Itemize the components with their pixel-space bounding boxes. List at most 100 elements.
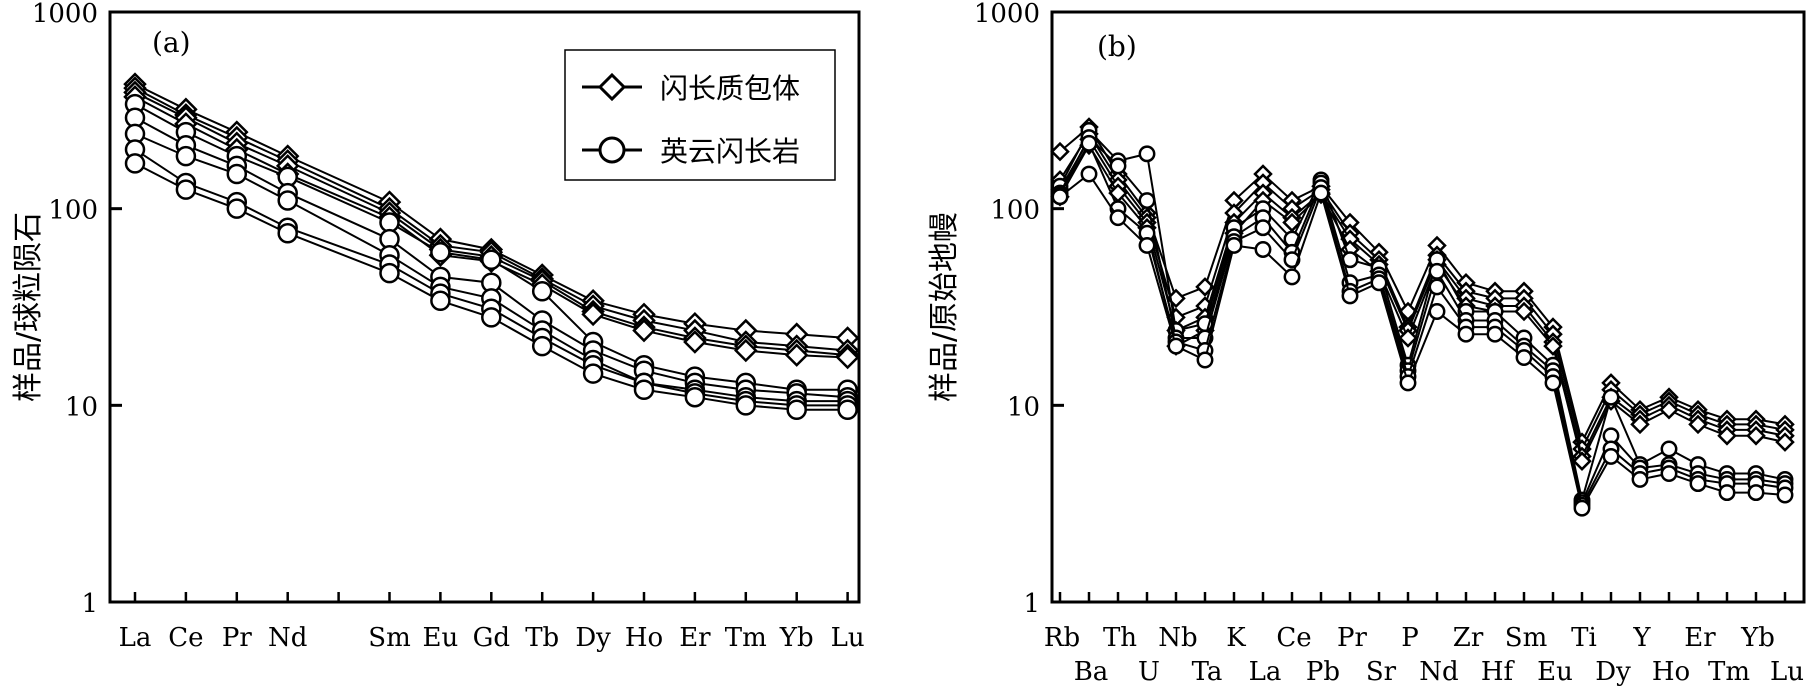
x-tick-label-top: Rb [1044, 623, 1080, 653]
data-point-circle [379, 212, 400, 233]
data-point-circle [379, 262, 400, 284]
x-tick-label-bottom: La [1249, 657, 1282, 687]
x-tick-label-bottom: Sr [1366, 657, 1397, 687]
data-point-circle [124, 153, 146, 174]
data-point-circle [531, 335, 553, 357]
data-point-circle [1312, 184, 1330, 202]
data-point-diamond [1514, 301, 1534, 322]
data-point-circle [1573, 499, 1591, 517]
data-point-diamond [632, 318, 656, 343]
data-point-diamond [683, 330, 707, 354]
data-point-circle [1718, 484, 1736, 502]
x-tick-label-bottom: Dy [1595, 657, 1631, 687]
data-point-circle [277, 222, 298, 244]
data-point-circle [633, 379, 655, 401]
data-point-circle [1196, 351, 1214, 369]
legend-label-tonalite: 英云闪长岩 [660, 135, 800, 168]
x-tick-label: Lu [831, 623, 865, 653]
x-tick-label-bottom: Hf [1481, 657, 1516, 687]
data-point-diamond [835, 345, 860, 370]
data-point-circle [1747, 484, 1765, 502]
x-tick-label-bottom: Tm [1708, 657, 1750, 687]
y-tick-label: 1 [81, 589, 98, 619]
x-tick-label: Gd [473, 623, 510, 653]
legend: 闪长质包体 英云闪长岩 [564, 49, 836, 181]
x-tick-label-top: Nb [1158, 623, 1197, 653]
data-point-circle [1689, 475, 1707, 493]
x-tick-label-top: Er [1684, 623, 1716, 653]
x-tick-label-top: Zr [1453, 623, 1484, 653]
data-point-circle [1109, 209, 1127, 227]
data-point-circle [837, 399, 858, 420]
data-point-circle [1370, 274, 1388, 292]
data-point-diamond [1688, 414, 1708, 435]
data-point-circle [1776, 486, 1794, 504]
x-tick-label: Ce [168, 623, 203, 653]
x-tick-label: Nd [268, 623, 307, 653]
data-point-circle [226, 198, 248, 219]
data-point-circle [1428, 303, 1446, 320]
data-point-diamond [1717, 426, 1737, 446]
x-tick-label-top: Y [1632, 623, 1651, 653]
x-tick-label-bottom: Ho [1652, 657, 1690, 687]
data-point-circle [1457, 325, 1475, 343]
y-tick-label: 1000 [974, 0, 1040, 29]
data-point-circle [277, 190, 298, 211]
data-point-circle [430, 290, 451, 312]
data-point-circle [1080, 165, 1098, 183]
data-point-circle [1428, 262, 1446, 280]
x-tick-label: Er [679, 623, 711, 653]
panel-b-label: (b) [1097, 30, 1137, 63]
x-tick-label-top: Pr [1337, 623, 1367, 653]
circle-marker-icon [598, 136, 626, 164]
x-tick-label: Pr [222, 623, 252, 653]
data-point-circle [1602, 388, 1620, 406]
data-point-diamond [1050, 141, 1070, 162]
data-point-circle [1660, 465, 1678, 482]
data-point-circle [684, 386, 706, 408]
x-tick-label-bottom: Ba [1074, 657, 1109, 687]
data-point-circle [1602, 447, 1620, 465]
panel-b-ylabel: 样品/原始地幔 [927, 212, 962, 402]
data-point-circle [786, 399, 807, 420]
data-point-circle [1515, 349, 1533, 366]
data-point-circle [1399, 374, 1417, 392]
y-tick-label: 100 [48, 196, 98, 226]
data-point-circle [1283, 268, 1301, 286]
data-point-circle [531, 281, 553, 302]
data-point-circle [1486, 325, 1504, 343]
x-tick-label-top: Th [1103, 623, 1137, 653]
data-point-circle [481, 307, 502, 328]
data-point-diamond [1775, 432, 1795, 452]
x-tick-label-bottom: Nd [1419, 657, 1458, 687]
data-point-diamond [1398, 328, 1418, 348]
y-tick-label: 10 [1007, 392, 1040, 422]
data-point-diamond [784, 343, 809, 367]
legend-label-diorite-enclave: 闪长质包体 [660, 72, 800, 105]
data-point-circle [1080, 134, 1098, 152]
data-point-circle [1254, 241, 1272, 258]
x-tick-label: Ho [625, 623, 663, 653]
data-point-diamond [1543, 336, 1563, 356]
data-point-circle [226, 163, 248, 185]
data-point-circle [1428, 278, 1446, 296]
panel-b-spider-chart: (b) 样品/原始地幔 1 10 100 1000 Rb Th Nb K Ce Pr P Zr Sm Ti… [927, 0, 1806, 687]
data-point-circle [1341, 287, 1359, 305]
data-point-diamond [734, 338, 758, 363]
x-tick-label-bottom: U [1138, 657, 1160, 687]
panel-a-label: (a) [152, 26, 191, 59]
x-tick-label: Eu [423, 623, 459, 653]
x-tick-label-top: Ti [1571, 623, 1597, 653]
data-point-circle [1167, 337, 1185, 355]
data-point-diamond [1630, 414, 1650, 435]
data-point-circle [1544, 374, 1562, 392]
x-tick-label-bottom: Pb [1306, 657, 1340, 687]
x-tick-label: Yb [779, 623, 814, 653]
data-point-diamond [1282, 212, 1302, 233]
data-point-circle [430, 242, 451, 263]
data-point-diamond [1572, 451, 1592, 471]
data-point-circle [1138, 192, 1156, 209]
data-point-circle [175, 145, 197, 167]
data-point-circle [175, 179, 197, 200]
